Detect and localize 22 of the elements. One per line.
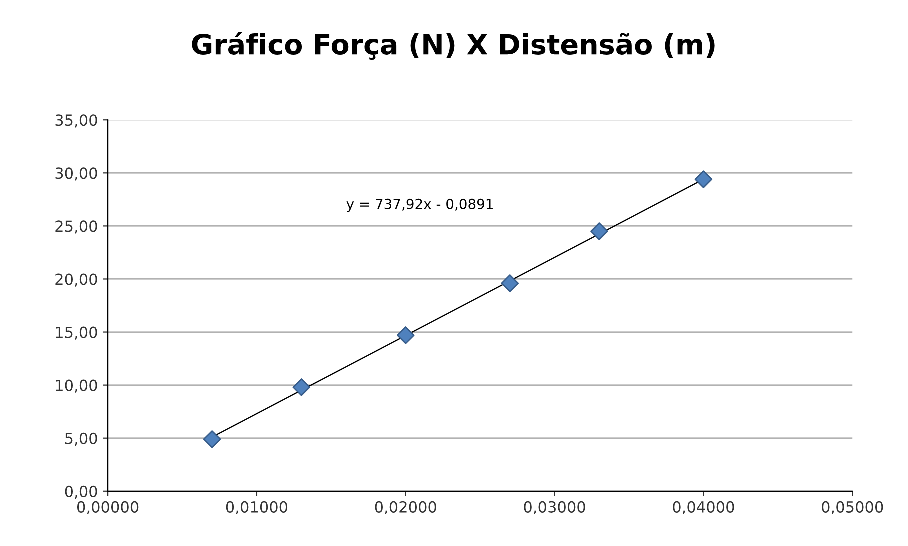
x-tick-label: 0,03000	[524, 501, 586, 515]
y-tick-label: 5,00	[65, 432, 98, 446]
point	[396, 326, 415, 344]
x-tick-label: 0,04000	[673, 501, 734, 515]
y-tick-label: 10,00	[56, 380, 98, 393]
y-tick-label: 35,00	[56, 114, 98, 128]
y-tick-label: 25,00	[56, 220, 98, 234]
x-tick-label: 0,00000	[77, 501, 139, 515]
point	[203, 430, 222, 448]
x-tick-label: 0,01000	[226, 501, 288, 515]
y-tick-label: 15,00	[56, 326, 98, 340]
y-tick-label: 20,00	[56, 274, 98, 287]
point	[501, 274, 520, 292]
y-tick-label: 0,00	[65, 486, 98, 499]
chart-title: Gráfico Força (N) X Distensão (m)	[192, 32, 715, 60]
x-tick-label: 0,02000	[375, 501, 436, 515]
annotation: y = 737,92x - 0,0891	[346, 198, 493, 212]
y-tick-label: 30,00	[56, 168, 98, 181]
x-tick-label: 0,05000	[822, 501, 884, 515]
point	[292, 378, 311, 396]
point	[694, 170, 713, 188]
point	[590, 222, 608, 240]
